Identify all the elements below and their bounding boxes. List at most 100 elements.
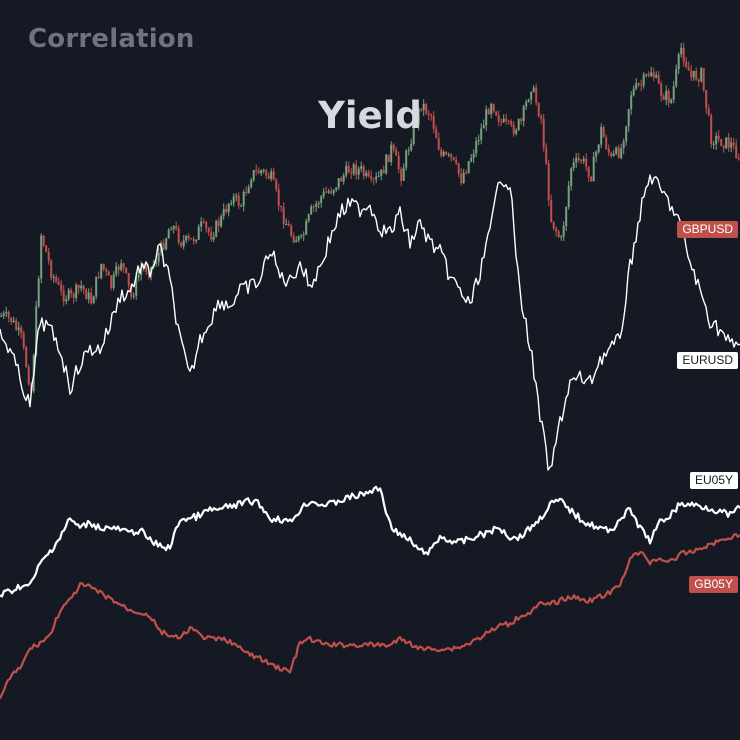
gbpusd-candle-body xyxy=(357,168,360,175)
gbpusd-candle-body xyxy=(622,141,625,149)
gbpusd-candle-body xyxy=(612,153,615,156)
gbpusd-candle-body xyxy=(385,154,388,174)
gbpusd-candle-body xyxy=(322,191,325,197)
gbpusd-candle-body xyxy=(365,172,368,176)
gbpusd-candle-body xyxy=(342,175,345,182)
gbpusd-candle-body xyxy=(627,109,630,127)
gbpusd-candle-body xyxy=(292,236,295,243)
gbpusd-candle-body xyxy=(62,290,65,302)
gbpusd-candle-body xyxy=(210,232,213,240)
gbpusd-candle-body xyxy=(517,119,520,130)
gbpusd-candle-body xyxy=(180,242,183,247)
gbpusd-candle-body xyxy=(652,72,655,78)
gbpusd-candle-body xyxy=(605,137,608,149)
gbpusd-candle-body xyxy=(522,106,525,121)
gbpusd-candle-body xyxy=(205,222,208,229)
gbpusd-candle-body xyxy=(382,169,385,174)
gbpusd-candle-body xyxy=(302,234,305,236)
gbpusd-candle-body xyxy=(315,203,318,207)
gbpusd-candle-body xyxy=(260,170,263,174)
gbpusd-candle-body xyxy=(402,167,405,181)
gbpusd-candle-body xyxy=(477,140,480,141)
gbpusd-candle-body xyxy=(47,252,50,261)
gbpusd-candle-body xyxy=(737,158,740,160)
gbpusd-candle-body xyxy=(682,47,685,62)
gbpusd-candle-body xyxy=(467,161,470,173)
gbpusd-candle-body xyxy=(295,240,298,243)
gbpusd-candle-body xyxy=(417,108,420,125)
gbpusd-candle-body xyxy=(287,224,290,226)
label-gb05y: GB05Y xyxy=(689,576,738,593)
gbpusd-candle-body xyxy=(7,312,10,318)
gbpusd-candle-body xyxy=(170,229,173,231)
gbpusd-candle-body xyxy=(435,128,438,139)
gbpusd-candle-body xyxy=(507,121,510,123)
gbpusd-candle-body xyxy=(67,289,70,300)
gbpusd-candle-body xyxy=(285,224,288,225)
gbpusd-candle-body xyxy=(80,285,83,289)
gbpusd-candle-body xyxy=(450,154,453,158)
gbpusd-candle-body xyxy=(422,104,425,111)
gbpusd-candle-body xyxy=(250,180,253,188)
gbpusd-candle-body xyxy=(697,79,700,82)
gbpusd-candle-body xyxy=(495,111,498,116)
gbpusd-candle-body xyxy=(0,315,3,317)
series-eurusd xyxy=(0,174,740,471)
gbpusd-candle-body xyxy=(305,221,308,235)
gbpusd-candle-body xyxy=(702,68,705,91)
gbpusd-candle-body xyxy=(352,164,355,174)
gbpusd-candle-body xyxy=(487,109,490,115)
gbpusd-candle-body xyxy=(320,196,323,203)
gbpusd-candle-body xyxy=(445,152,448,155)
gbpusd-candle-body xyxy=(710,115,713,145)
gbpusd-candle-body xyxy=(657,74,660,84)
gbpusd-candle-body xyxy=(472,153,475,158)
gbpusd-candle-body xyxy=(637,83,640,85)
gbpusd-candle-body xyxy=(617,147,620,158)
gbpusd-candle-body xyxy=(217,220,220,227)
gbpusd-candle-body xyxy=(407,150,410,152)
gbpusd-candle-body xyxy=(712,144,715,145)
gbpusd-candle-body xyxy=(327,191,330,193)
gbpusd-candle-body xyxy=(52,276,55,278)
gbpusd-candle-body xyxy=(660,83,663,96)
gbpusd-candle-body xyxy=(555,228,558,232)
gbpusd-candle-body xyxy=(430,115,433,117)
gbpusd-candle-body xyxy=(640,85,643,86)
gbpusd-candle-body xyxy=(642,74,645,86)
gbpusd-candle-body xyxy=(72,293,75,298)
gbpusd-candle-body xyxy=(325,191,328,193)
gbpusd-candle-body xyxy=(267,175,270,179)
gbpusd-candle-body xyxy=(425,104,428,113)
label-eurusd: EURUSD xyxy=(677,352,738,369)
gbpusd-candle-body xyxy=(2,313,5,316)
gbpusd-candle-body xyxy=(547,163,550,201)
label-gbpusd: GBPUSD xyxy=(677,221,738,238)
gbpusd-candle-body xyxy=(502,118,505,123)
gbpusd-candle-body xyxy=(490,104,493,115)
gbpusd-candle-body xyxy=(672,86,675,100)
gbpusd-candle-body xyxy=(265,170,268,176)
gbpusd-candle-body xyxy=(440,149,443,156)
gbpusd-candle-body xyxy=(362,166,365,176)
gbpusd-candle-body xyxy=(500,121,503,123)
gbpusd-candle-body xyxy=(207,228,210,233)
gbpusd-candle-body xyxy=(5,312,8,314)
gbpusd-candle-body xyxy=(505,118,508,122)
gbpusd-candle-body xyxy=(35,306,38,356)
gbpusd-candle-body xyxy=(577,157,580,161)
gbpusd-candle-body xyxy=(687,67,690,71)
gbpusd-candle-body xyxy=(667,90,670,103)
gbpusd-candle-body xyxy=(110,275,113,288)
gbpusd-candle-body xyxy=(395,149,398,156)
gbpusd-candle-body xyxy=(190,238,193,240)
gbpusd-candle-body xyxy=(582,158,585,162)
gbpusd-candle-body xyxy=(355,164,358,175)
gbpusd-candle-body xyxy=(247,187,250,193)
gbpusd-candle-body xyxy=(335,187,338,190)
gbpusd-candle-body xyxy=(197,226,200,240)
gbpusd-candle-body xyxy=(565,207,568,226)
gbpusd-candle-body xyxy=(685,61,688,68)
chart-subtitle: Correlation xyxy=(28,24,195,54)
